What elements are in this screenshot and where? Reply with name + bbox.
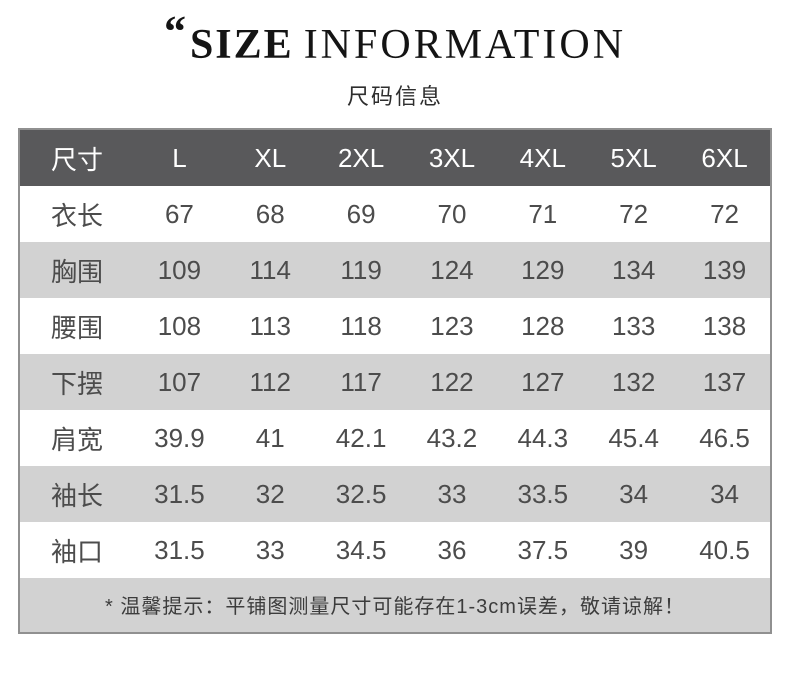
size-column-header: L (134, 130, 225, 186)
size-value-cell: 138 (702, 310, 747, 341)
size-column-header: 4XL (497, 130, 589, 186)
size-value-cell: 127 (521, 366, 565, 397)
row-label-cell: 下摆 (50, 368, 103, 399)
size-value-cell: 34 (710, 478, 739, 509)
row-label-cell: 肩宽 (50, 424, 103, 455)
size-column-header: 6XL (679, 130, 770, 186)
size-value-cell: 39 (619, 534, 649, 565)
size-column-header: 3XL (406, 130, 498, 186)
size-value-cell: 33 (255, 534, 285, 565)
table-row: 袖长 31.5 32 32.5 33 33.5 34 34 (20, 466, 770, 522)
size-value-cell: 113 (249, 310, 291, 341)
size-value-cell: 39.9 (154, 422, 205, 453)
size-value-cell: 33 (437, 478, 467, 509)
size-value-cell: 123 (430, 310, 474, 341)
table-row: 下摆 107 112 117 122 127 132 137 (20, 354, 770, 410)
row-label-cell: 胸围 (50, 256, 103, 287)
size-value-cell: 109 (157, 254, 202, 285)
size-value-cell: 70 (437, 198, 467, 229)
size-value-cell: 34 (619, 478, 649, 509)
size-value-cell: 42.1 (335, 422, 387, 453)
size-value-cell: 112 (249, 366, 291, 397)
size-value-cell: 139 (702, 254, 747, 285)
corner-header-cell: 尺寸 (20, 130, 134, 186)
size-value-cell: 68 (255, 198, 285, 229)
measurement-disclaimer-note: * 温馨提示：平铺图测量尺寸可能存在1-3cm误差，敬请谅解！ (20, 578, 770, 632)
size-value-cell: 133 (611, 310, 656, 341)
row-label-cell: 衣长 (50, 200, 103, 231)
size-value-cell: 132 (611, 366, 656, 397)
table-row: 腰围 108 113 118 123 128 133 138 (20, 298, 770, 354)
size-value-cell: 69 (346, 198, 376, 229)
page-header: “SIZE INFORMATION 尺码信息 (0, 0, 790, 111)
table-row: 衣长 67 68 69 70 71 72 72 (20, 186, 770, 242)
size-value-cell: 72 (710, 198, 739, 229)
size-value-cell: 137 (702, 366, 747, 397)
size-value-cell: 32 (255, 478, 285, 509)
size-value-cell: 114 (249, 254, 291, 285)
title-secondary-text: INFORMATION (303, 22, 627, 68)
size-value-cell: 134 (611, 254, 656, 285)
size-table-body: 衣长 67 68 69 70 71 72 72 胸围 109 114 119 124 129 134 139 腰… (20, 186, 770, 578)
size-value-cell: 72 (619, 198, 649, 229)
table-row: 胸围 109 114 119 124 129 134 139 (20, 242, 770, 298)
table-row: 袖口 31.5 33 34.5 36 37.5 39 40.5 (20, 522, 770, 578)
row-label-cell: 腰围 (50, 312, 103, 343)
size-value-cell: 107 (157, 366, 202, 397)
size-value-cell: 122 (430, 366, 474, 397)
size-value-cell: 41 (255, 422, 285, 453)
size-value-cell: 37.5 (517, 534, 569, 565)
size-value-cell: 45.4 (608, 422, 659, 453)
size-value-cell: 31.5 (154, 534, 205, 565)
row-label-cell: 袖长 (50, 480, 103, 511)
size-value-cell: 32.5 (335, 478, 387, 509)
size-table: 尺寸 L XL 2XL 3XL 4XL 5XL 6XL 衣长 67 68 69 70 71 72 72 胸围 1… (20, 130, 770, 578)
size-value-cell: 40.5 (699, 534, 750, 565)
row-label-cell: 袖口 (50, 536, 103, 567)
size-column-header: 2XL (315, 130, 407, 186)
page-title: “SIZE INFORMATION (0, 7, 790, 71)
size-table-header-row: 尺寸 L XL 2XL 3XL 4XL 5XL 6XL (20, 130, 770, 186)
table-row: 肩宽 39.9 41 42.1 43.2 44.3 45.4 46.5 (20, 410, 770, 466)
size-value-cell: 71 (528, 198, 558, 229)
size-value-cell: 119 (340, 254, 382, 285)
size-value-cell: 33.5 (517, 478, 569, 509)
size-value-cell: 117 (340, 366, 382, 397)
size-table-container: 尺寸 L XL 2XL 3XL 4XL 5XL 6XL 衣长 67 68 69 70 71 72 72 胸围 1… (18, 128, 772, 634)
size-column-header: XL (224, 130, 316, 186)
size-value-cell: 124 (430, 254, 474, 285)
size-value-cell: 34.5 (335, 534, 387, 565)
size-value-cell: 43.2 (426, 422, 478, 453)
size-value-cell: 128 (521, 310, 565, 341)
size-column-header: 5XL (588, 130, 680, 186)
size-value-cell: 129 (521, 254, 565, 285)
size-value-cell: 44.3 (517, 422, 569, 453)
size-value-cell: 108 (157, 310, 202, 341)
title-primary-text: SIZE (189, 22, 294, 68)
size-value-cell: 46.5 (699, 422, 750, 453)
open-quote-mark: “ (163, 7, 186, 56)
size-value-cell: 118 (340, 310, 382, 341)
size-value-cell: 36 (437, 534, 467, 565)
size-value-cell: 31.5 (154, 478, 205, 509)
size-value-cell: 67 (164, 198, 194, 229)
page-subtitle: 尺码信息 (346, 84, 443, 109)
